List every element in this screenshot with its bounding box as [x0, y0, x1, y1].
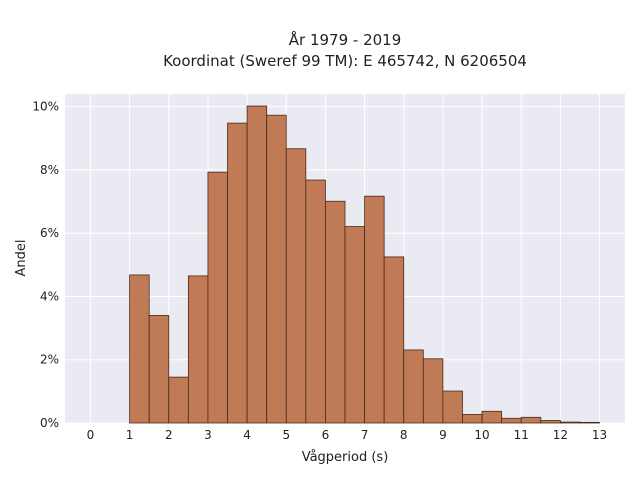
x-tick-label: 6 — [322, 428, 330, 442]
y-tick-label: 8% — [40, 163, 59, 177]
y-tick-label: 6% — [40, 226, 59, 240]
histogram-bar — [207, 171, 228, 424]
histogram-bar — [501, 417, 522, 424]
x-tick-label: 0 — [87, 428, 95, 442]
histogram-bar — [227, 122, 248, 424]
x-tick-label: 3 — [204, 428, 212, 442]
histogram-bar — [129, 274, 150, 424]
y-axis-ticks: 0% 2% 4% 6% 8% 10% — [32, 100, 59, 430]
histogram-bar — [383, 256, 405, 424]
y-tick-label: 10% — [32, 100, 59, 114]
histogram-bar — [364, 195, 385, 424]
histogram-bar — [422, 358, 444, 424]
y-axis-label: Andel — [14, 240, 29, 277]
histogram-bar — [246, 105, 268, 424]
histogram-bar — [520, 416, 542, 424]
x-tick-label: 4 — [243, 428, 251, 442]
y-tick-label: 4% — [40, 289, 59, 303]
x-tick-label: 2 — [165, 428, 173, 442]
histogram-bar — [148, 315, 170, 424]
histogram-bar — [540, 420, 561, 424]
histogram-bar — [305, 179, 326, 424]
histogram-bar — [187, 275, 209, 424]
histogram-bar — [442, 390, 463, 424]
chart-title-line-2: Koordinat (Sweref 99 TM): E 465742, N 62… — [163, 52, 527, 70]
x-axis-ticks: 0 1 2 3 4 5 6 7 8 9 10 11 12 13 — [87, 428, 608, 442]
histogram-bar — [325, 200, 346, 424]
x-axis-label: Vågperiod (s) — [302, 450, 389, 465]
y-tick-label: 2% — [40, 353, 59, 367]
histogram-bar — [344, 226, 365, 424]
x-tick-label: 7 — [361, 428, 369, 442]
x-tick-label: 13 — [592, 428, 607, 442]
histogram-bar — [579, 421, 600, 424]
histogram-bar — [481, 410, 503, 424]
x-tick-label: 9 — [439, 428, 447, 442]
histogram-bar — [462, 414, 483, 424]
x-tick-label: 10 — [474, 428, 489, 442]
chart-title-line-1: År 1979 - 2019 — [289, 30, 402, 49]
histogram-bar — [266, 114, 287, 424]
x-tick-label: 8 — [400, 428, 408, 442]
histogram-bar — [168, 376, 189, 424]
x-tick-label: 5 — [282, 428, 290, 442]
histogram-bar — [285, 148, 307, 424]
x-tick-label: 1 — [126, 428, 134, 442]
histogram-bar — [403, 349, 424, 424]
histogram-bar — [559, 421, 581, 424]
y-tick-label: 0% — [40, 416, 59, 430]
bars — [129, 105, 600, 424]
x-tick-label: 12 — [553, 428, 568, 442]
x-tick-label: 11 — [514, 428, 529, 442]
